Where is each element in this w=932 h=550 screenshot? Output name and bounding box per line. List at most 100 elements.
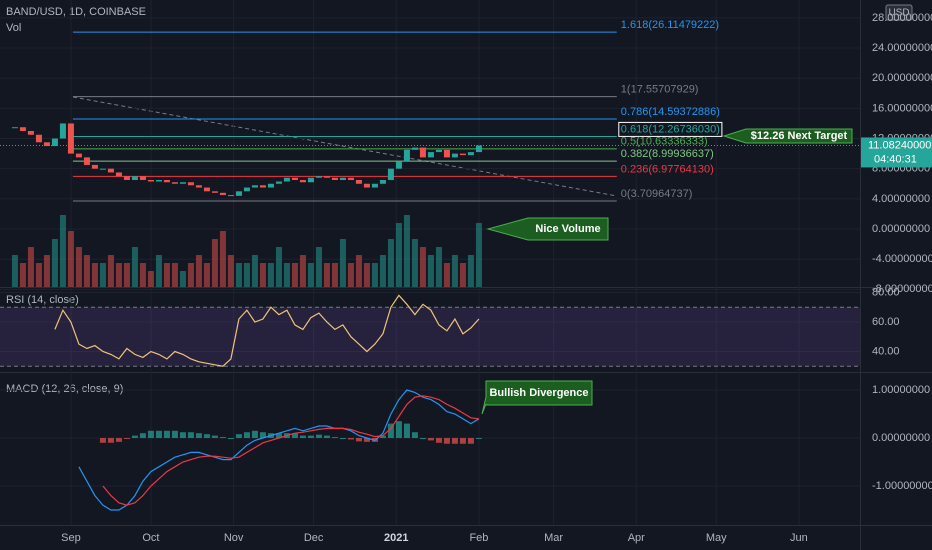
candle	[387, 168, 394, 180]
volume-bar	[363, 263, 370, 287]
x-tick-label: Jun	[790, 532, 808, 544]
callout	[486, 217, 609, 241]
y-tick-label: 4.00000000	[872, 193, 930, 205]
highlight-box	[618, 121, 723, 137]
candle	[43, 142, 50, 147]
y-tick-label: 20.00000000	[872, 72, 932, 84]
candle	[147, 179, 154, 182]
fib-label: 0(3.70964737)	[621, 188, 693, 200]
candle	[123, 176, 130, 180]
candle	[163, 179, 170, 183]
candle	[251, 185, 258, 188]
volume-bar	[339, 239, 346, 287]
histogram-bar	[291, 433, 298, 438]
candle	[355, 179, 362, 184]
volume-bar	[43, 255, 50, 287]
candle	[99, 168, 106, 170]
candle	[259, 185, 266, 188]
volume-bar	[435, 247, 442, 287]
volume-bar	[459, 263, 466, 287]
histogram-bar	[363, 437, 370, 442]
candle	[227, 195, 234, 197]
histogram-bar	[355, 437, 362, 442]
candle	[187, 182, 194, 186]
histogram-bar	[115, 437, 122, 442]
volume-bar	[307, 263, 314, 287]
y-tick-label: 80.00	[872, 286, 900, 298]
histogram-bar	[467, 437, 474, 444]
candle	[395, 161, 402, 169]
histogram-bar	[243, 432, 250, 438]
volume-bar	[411, 239, 418, 287]
candle	[107, 168, 114, 173]
candle	[171, 182, 178, 184]
volume-bar	[155, 255, 162, 287]
candle	[155, 179, 162, 182]
volume-bar	[259, 263, 266, 287]
candle	[267, 183, 274, 188]
candle	[443, 149, 450, 158]
histogram-bar	[227, 437, 234, 439]
x-tick-label: Oct	[142, 532, 159, 544]
macd-label: MACD (12, 26, close, 9)	[6, 383, 123, 395]
volume-bar	[139, 263, 146, 287]
candle	[339, 177, 346, 180]
candle	[315, 176, 322, 178]
currency-badge[interactable]	[885, 4, 913, 21]
x-tick-label: Apr	[628, 532, 645, 544]
volume-bar	[227, 255, 234, 287]
histogram-bar	[259, 432, 266, 438]
volume-bar	[371, 263, 378, 287]
price-tag	[861, 137, 932, 168]
y-tick-label: -4.00000000	[872, 253, 932, 265]
volume-bar	[243, 263, 250, 287]
volume-bar	[467, 255, 474, 287]
y-tick-label: -1.00000000	[872, 480, 932, 492]
volume-bar	[51, 239, 58, 287]
volume-bar	[163, 263, 170, 287]
candle	[323, 176, 330, 178]
volume-bar	[75, 247, 82, 287]
histogram-bar	[211, 435, 218, 438]
candle	[59, 123, 66, 139]
histogram-bar	[411, 432, 418, 438]
candle	[371, 183, 378, 188]
volume-bar	[107, 255, 114, 287]
fib-label: 0.236(6.97764130)	[621, 163, 714, 175]
histogram-bar	[147, 430, 154, 438]
countdown: 04:40:31	[874, 153, 917, 165]
histogram-bar	[179, 432, 186, 438]
volume-bar	[451, 255, 458, 287]
candle	[203, 187, 210, 192]
y-tick-label: 40.00	[872, 345, 900, 357]
histogram-bar	[107, 437, 114, 443]
annotation: Bullish Divergence	[489, 387, 588, 399]
candle	[451, 153, 458, 158]
candle	[419, 147, 426, 158]
candle	[91, 164, 98, 169]
y-tick-label: 0.00000000	[872, 223, 930, 235]
volume-label: Vol	[6, 22, 21, 34]
histogram-bar	[123, 437, 130, 439]
volume-bar	[91, 263, 98, 287]
callout	[722, 128, 853, 144]
histogram-bar	[459, 437, 466, 444]
callout	[481, 380, 593, 415]
histogram-bar	[315, 434, 322, 438]
candle	[379, 179, 386, 184]
candle	[347, 177, 354, 180]
candle	[19, 127, 26, 131]
histogram-bar	[251, 430, 258, 438]
volume-bar	[283, 263, 290, 287]
candle	[35, 134, 42, 143]
candle	[11, 127, 18, 129]
histogram-bar	[171, 430, 178, 438]
volume-bar	[427, 255, 434, 287]
histogram-bar	[163, 430, 170, 438]
histogram-bar	[187, 432, 194, 438]
histogram-bar	[275, 433, 282, 438]
histogram-bar	[451, 437, 458, 444]
volume-bar	[35, 263, 42, 287]
